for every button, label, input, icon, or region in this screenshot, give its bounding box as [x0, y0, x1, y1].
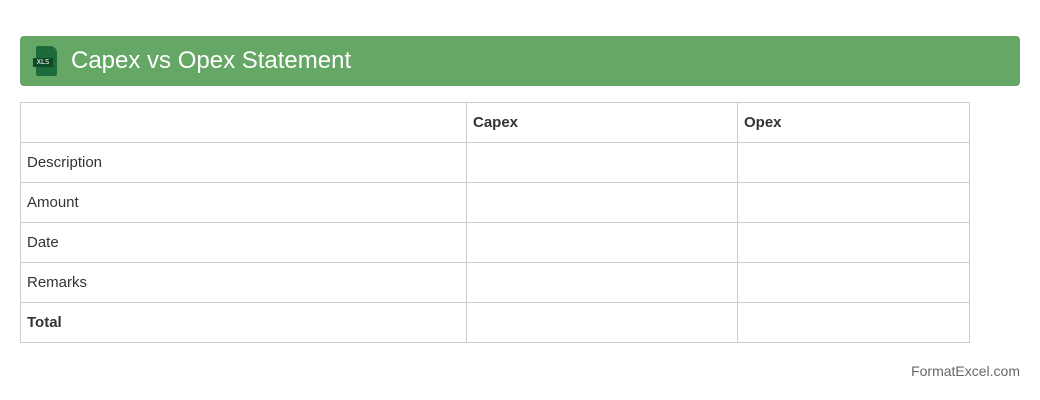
- page-title: Capex vs Opex Statement: [71, 47, 352, 74]
- capex-cell[interactable]: [466, 262, 738, 303]
- header-cell-opex: Opex: [737, 102, 970, 143]
- row-label: Description: [20, 142, 467, 183]
- opex-cell[interactable]: [737, 302, 970, 343]
- opex-cell[interactable]: [737, 222, 970, 263]
- table-row: Amount: [20, 182, 970, 223]
- capex-cell[interactable]: [466, 222, 738, 263]
- opex-cell[interactable]: [737, 182, 970, 223]
- total-row: Total: [20, 302, 970, 343]
- statement-table: Capex Opex Description Amount Date Remar…: [20, 102, 970, 343]
- row-label: Total: [20, 302, 467, 343]
- footer-brand: FormatExcel.com: [911, 363, 1020, 379]
- table-header-row: Capex Opex: [20, 102, 970, 143]
- header-cell-capex: Capex: [466, 102, 738, 143]
- row-label: Date: [20, 222, 467, 263]
- row-label: Remarks: [20, 262, 467, 303]
- capex-cell[interactable]: [466, 182, 738, 223]
- capex-cell[interactable]: [466, 302, 738, 343]
- xls-file-icon: XLS: [33, 46, 57, 76]
- header-bar: XLS Capex vs Opex Statement: [20, 36, 1020, 86]
- table-row: Remarks: [20, 262, 970, 303]
- header-cell: [20, 102, 467, 143]
- row-label: Amount: [20, 182, 467, 223]
- opex-cell[interactable]: [737, 262, 970, 303]
- table-row: Description: [20, 142, 970, 183]
- opex-cell[interactable]: [737, 142, 970, 183]
- capex-cell[interactable]: [466, 142, 738, 183]
- table-row: Date: [20, 222, 970, 263]
